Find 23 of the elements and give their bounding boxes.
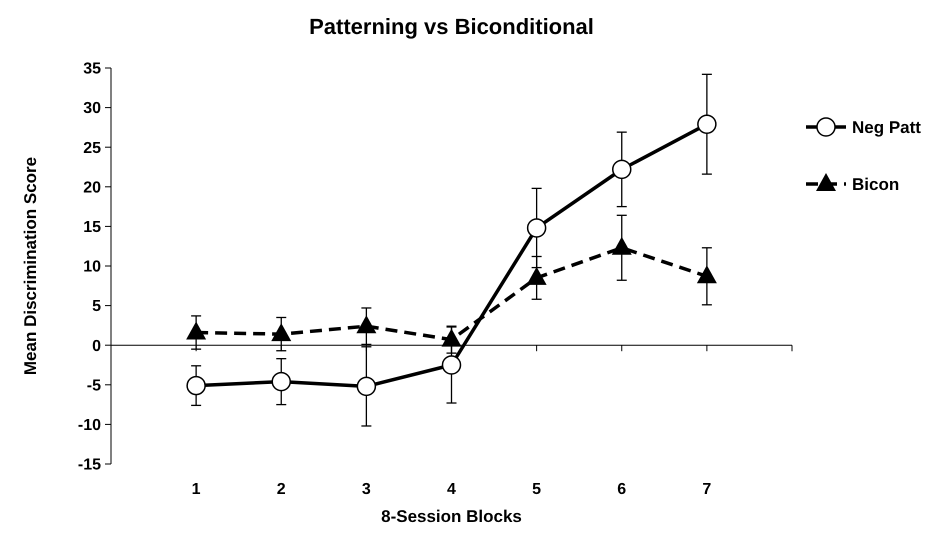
x-tick-label: 7: [702, 481, 712, 498]
y-tick-label: 5: [92, 298, 102, 316]
y-tick-label: 15: [83, 219, 102, 236]
y-tick-label: 20: [83, 179, 102, 196]
y-tick-label: -5: [86, 377, 102, 394]
legend-label: Bicon: [852, 174, 900, 194]
chart-title: Patterning vs Biconditional: [309, 14, 594, 39]
x-tick-label: 2: [276, 481, 286, 498]
y-tick-label: -10: [78, 417, 102, 434]
y-tick-label: 0: [92, 338, 102, 355]
legend-label: Neg Patt: [852, 118, 922, 137]
y-axis-title: Mean Discrimination Score: [21, 156, 40, 376]
x-tick-label: 3: [362, 481, 371, 498]
x-tick-label: 1: [192, 481, 201, 498]
y-tick-label: 25: [83, 140, 102, 157]
x-tick-label: 5: [532, 481, 542, 498]
y-tick-label: -15: [78, 456, 102, 474]
y-tick-label: 10: [83, 258, 102, 276]
x-tick-label: 6: [617, 481, 626, 498]
x-axis-title: 8-Session Blocks: [381, 507, 522, 526]
y-tick-label: 30: [83, 100, 102, 118]
y-tick-label: 35: [83, 60, 102, 78]
x-tick-label: 4: [447, 481, 456, 498]
